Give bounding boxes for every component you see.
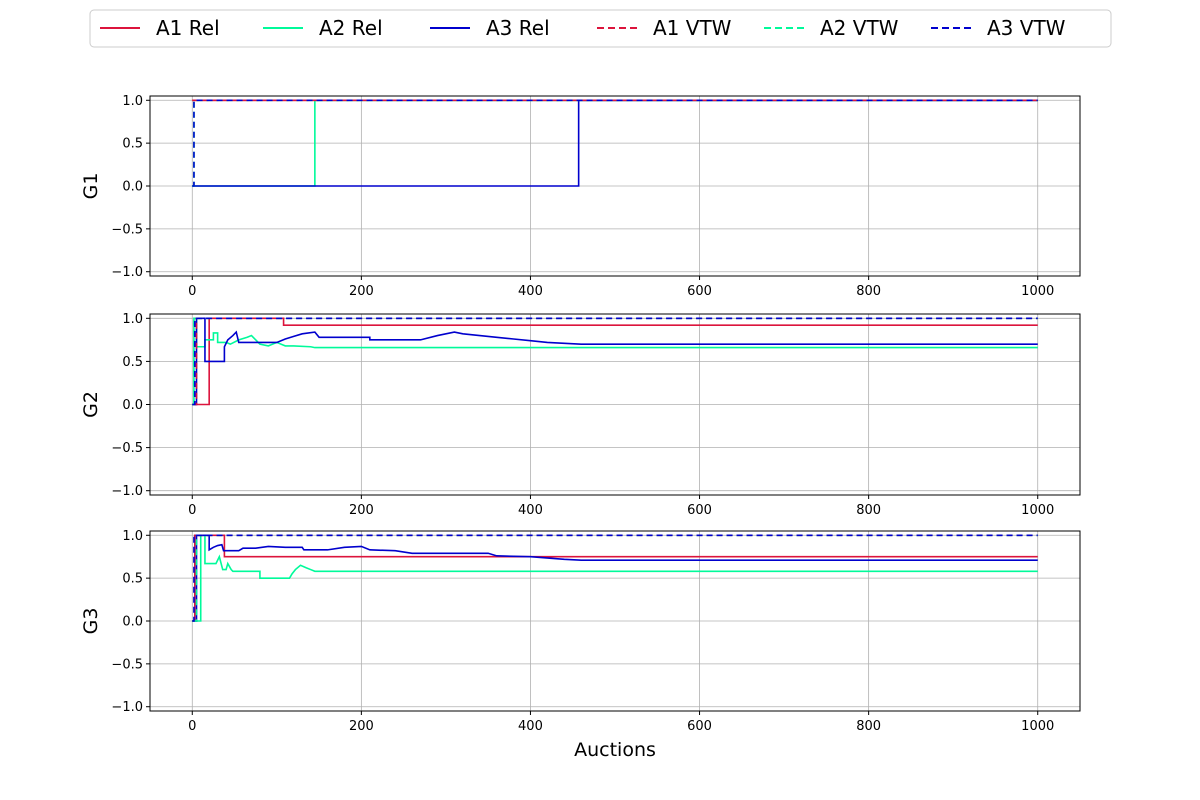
x-tick-label: 800 (856, 503, 881, 518)
y-tick-label: 1.0 (122, 94, 143, 109)
x-tick-label: 400 (518, 284, 543, 299)
y-axis-label: G3 (80, 608, 102, 635)
legend-entry: A1 VTW (597, 16, 732, 40)
x-tick-label: 200 (349, 503, 374, 518)
y-tick-label: 1.0 (122, 312, 143, 327)
x-tick-label: 200 (349, 284, 374, 299)
x-tick-label: 400 (518, 719, 543, 734)
x-tick-label: 600 (687, 719, 712, 734)
legend-entry: A2 VTW (764, 16, 899, 40)
x-tick-label: 800 (856, 719, 881, 734)
y-tick-label: −0.5 (111, 222, 143, 237)
series-line-a3-vtw (192, 534, 1038, 622)
y-tick-label: −1.0 (111, 484, 143, 499)
y-tick-label: 0.5 (122, 137, 143, 152)
x-tick-label: 1000 (1021, 503, 1054, 518)
legend-entry: A3 VTW (931, 16, 1066, 40)
legend-label: A3 VTW (987, 16, 1066, 40)
series-line-a3-vtw (192, 99, 1038, 187)
x-axis-label: Auctions (574, 739, 656, 761)
legend-label: A3 Rel (486, 16, 550, 40)
x-tick-label: 800 (856, 284, 881, 299)
series-line-a3-rel (192, 534, 1038, 622)
series-group (192, 99, 1038, 187)
series-line-a3-rel (192, 317, 1038, 406)
subplot-g1: −1.0 −0.5 0.0 0.5 1.0 0 200 400 600 800 1000 G1 (80, 94, 1081, 299)
legend-entry: A1 Rel (100, 16, 220, 40)
legend-label: A2 VTW (820, 16, 899, 40)
x-tick-label: 0 (188, 503, 196, 518)
legend: A1 Rel A2 Rel A3 Rel A1 VTW A2 VTW A3 VTW (89, 9, 1112, 48)
x-tick-label: 600 (687, 284, 712, 299)
subplot-g2: −1.0 −0.5 0.0 0.5 1.0 0 200 400 600 800 1000 G2 (80, 312, 1081, 518)
y-tick-label: −1.0 (111, 265, 143, 280)
y-tick-label: 0.5 (122, 355, 143, 370)
y-tick-label: 1.0 (122, 529, 143, 544)
legend-entry: A2 Rel (263, 16, 383, 40)
x-tick-label: 0 (188, 719, 196, 734)
x-tick-label: 1000 (1021, 284, 1054, 299)
subplot-g3: −1.0 −0.5 0.0 0.5 1.0 0 200 400 600 800 1000 G3 (80, 529, 1081, 734)
y-axis-label: G1 (80, 173, 102, 200)
subplots: −1.0−0.50.00.51.00 200 400 600 800 1000G1−1.0… (80, 94, 1081, 734)
x-tick-label: 200 (349, 719, 374, 734)
grid (150, 531, 1080, 711)
x-tick-label: 600 (687, 503, 712, 518)
x-tick-label: 1000 (1021, 719, 1054, 734)
legend-label: A2 Rel (319, 16, 383, 40)
y-tick-label: −0.5 (111, 441, 143, 456)
series-line-a3-vtw (192, 317, 1038, 406)
y-tick-label: −0.5 (111, 657, 143, 672)
y-tick-label: 0.0 (122, 180, 143, 195)
series-line-a2-rel (192, 534, 1038, 622)
series-group (192, 317, 1038, 406)
legend-entry: A3 Rel (430, 16, 550, 40)
legend-label: A1 Rel (156, 16, 220, 40)
y-tick-label: 0.0 (122, 398, 143, 413)
y-tick-label: 0.0 (122, 615, 143, 630)
y-tick-label: −1.0 (111, 700, 143, 715)
y-axis-label: G2 (80, 391, 102, 418)
legend-label: A1 VTW (653, 16, 732, 40)
y-tick-label: 0.5 (122, 572, 143, 587)
series-group (192, 534, 1038, 622)
x-tick-label: 0 (188, 284, 196, 299)
grid (150, 314, 1080, 495)
x-tick-label: 400 (518, 503, 543, 518)
